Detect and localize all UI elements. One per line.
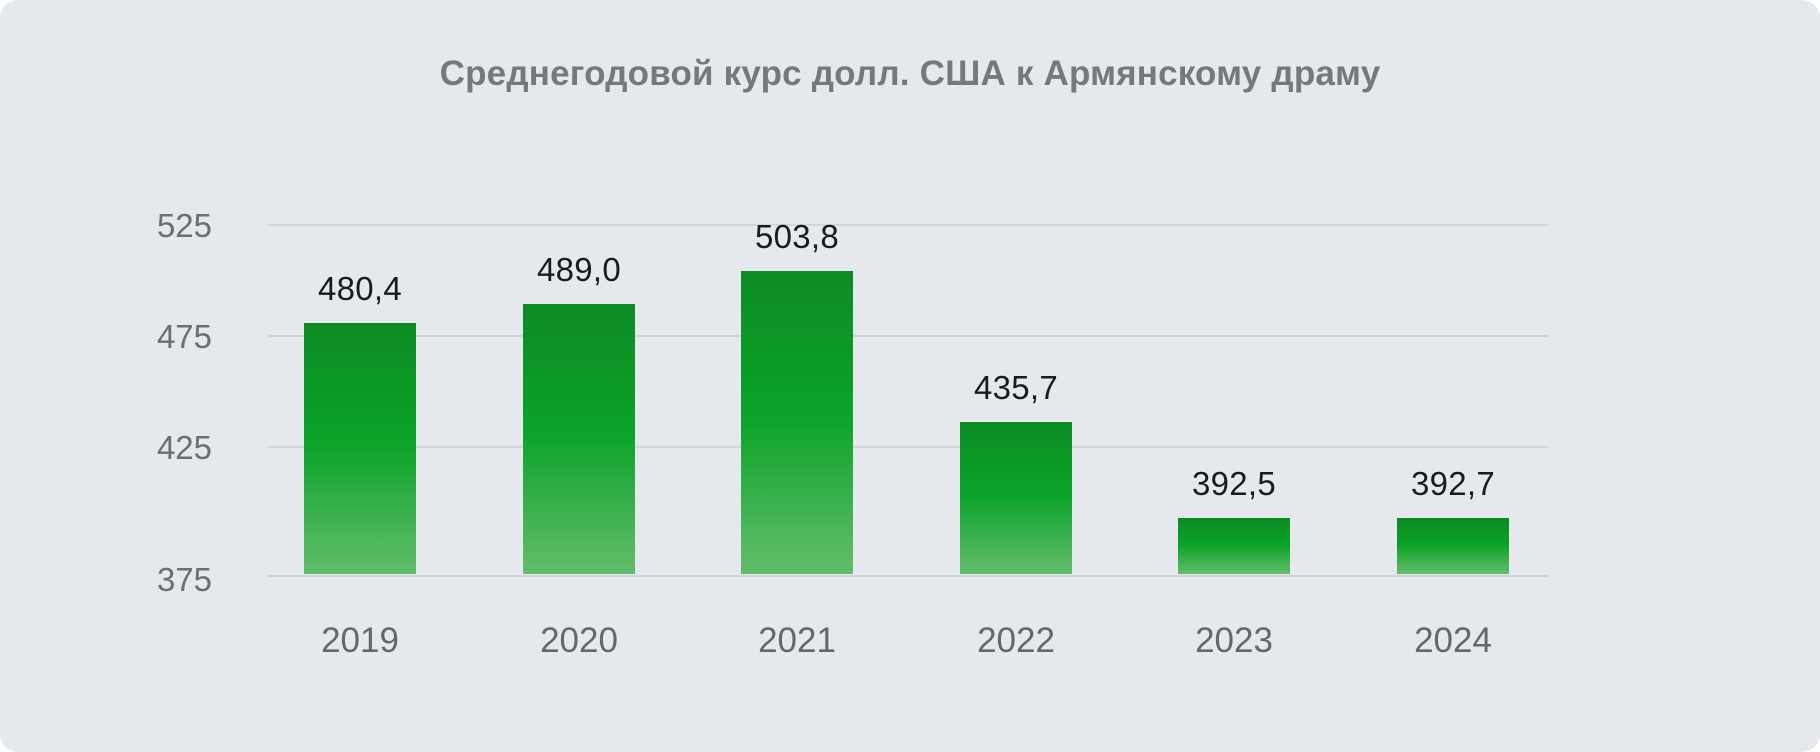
bar-2019 [304,323,416,574]
bar-2021 [741,271,853,574]
bar-value-label: 392,7 [1410,465,1496,502]
bar-value-label: 503,8 [754,218,840,255]
bar-2020 [523,304,635,574]
bar-value-label: 435,7 [973,369,1059,406]
gridline [268,224,1549,226]
x-axis-category-label: 2019 [321,621,399,660]
x-axis-category-label: 2021 [758,621,836,660]
bar-2023 [1178,518,1290,574]
bar-value-label: 392,5 [1191,465,1277,502]
x-axis-category-label: 2020 [540,621,618,660]
bar-value-label: 489,0 [536,251,622,288]
gridline [268,335,1549,337]
x-axis-category-label: 2023 [1195,621,1273,660]
chart-title: Среднегодовой курс долл. США к Армянском… [439,54,1381,93]
gridline [268,446,1549,448]
bar-2024 [1397,518,1509,574]
x-axis-category-label: 2024 [1414,621,1492,660]
bar-value-label: 480,4 [317,270,403,307]
y-axis-tick-label: 425 [156,429,212,466]
y-axis-tick-label: 475 [156,318,212,355]
y-axis-tick-label: 375 [156,561,212,598]
x-axis-category-label: 2022 [977,621,1055,660]
x-axis-line [268,575,1549,577]
y-axis-tick-label: 525 [156,207,212,244]
bar-2022 [960,422,1072,574]
